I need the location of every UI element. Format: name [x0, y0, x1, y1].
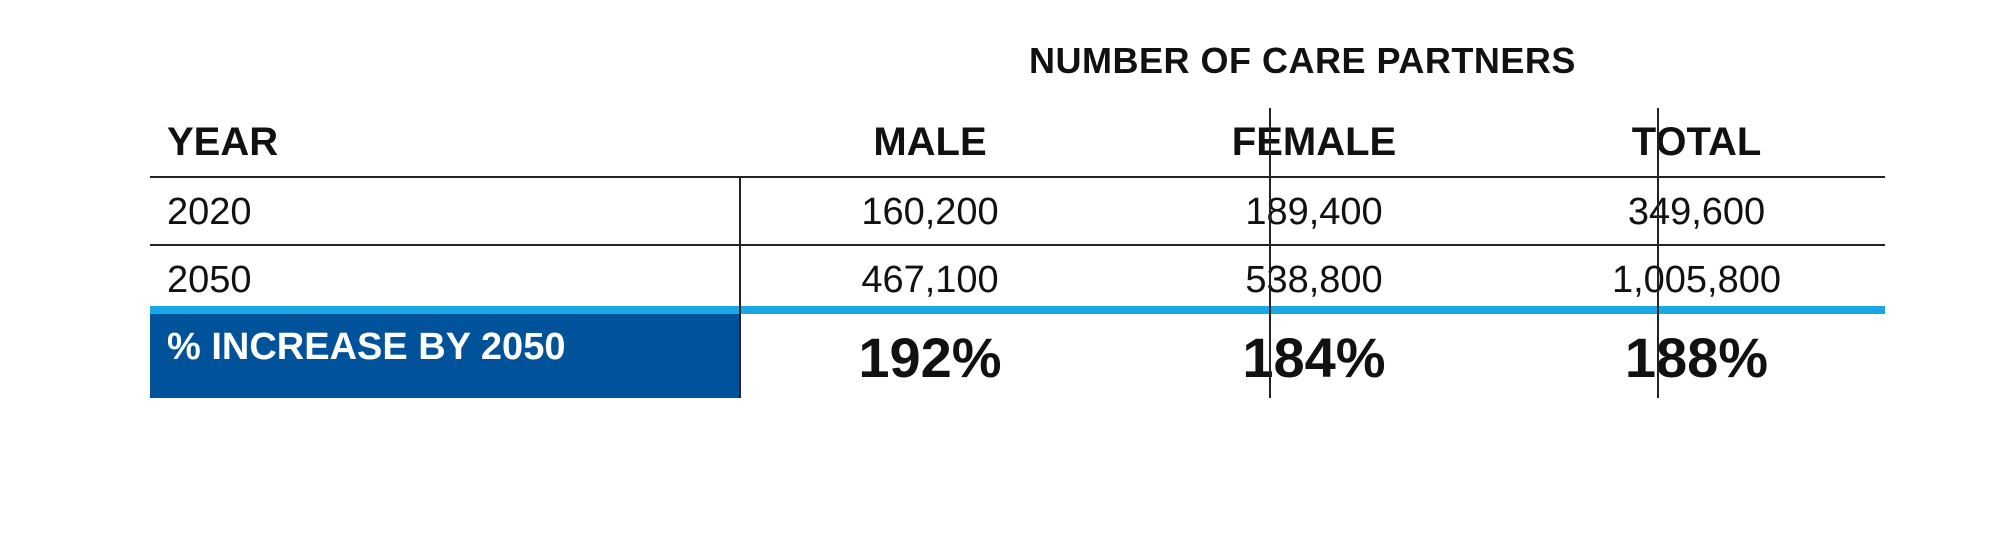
- accent-divider: [150, 306, 1885, 314]
- column-header-female: FEMALE: [1231, 120, 1397, 164]
- column-header-total: TOTAL: [1631, 120, 1762, 164]
- column-header-male: MALE: [873, 120, 987, 164]
- total-cell: 349,600: [1627, 191, 1766, 233]
- table-row: 2020 160,200 189,400 349,600: [150, 178, 1885, 246]
- column-header-year: YEAR: [167, 120, 279, 164]
- year-cell: 2050: [167, 259, 252, 301]
- table-super-header: NUMBER OF CARE PARTNERS: [1029, 40, 1576, 81]
- total-cell: 1,005,800: [1611, 259, 1782, 301]
- increase-row: % INCREASE BY 2050 192% 184% 188%: [150, 314, 1885, 398]
- male-cell: 467,100: [861, 259, 999, 301]
- increase-label: % INCREASE BY 2050: [150, 314, 740, 398]
- female-cell: 538,800: [1245, 259, 1383, 301]
- table-row: 2050 467,100 538,800 1,005,800: [150, 246, 1885, 312]
- table-header-row: YEAR MALE FEMALE TOTAL: [150, 108, 1885, 178]
- column-divider: [739, 176, 741, 398]
- column-divider: [1269, 108, 1271, 398]
- column-divider: [1657, 108, 1659, 398]
- male-increase-cell: 192%: [858, 326, 1002, 389]
- year-cell: 2020: [167, 191, 252, 233]
- female-cell: 189,400: [1245, 191, 1383, 233]
- total-increase-cell: 188%: [1624, 326, 1769, 389]
- male-cell: 160,200: [861, 191, 999, 233]
- female-increase-cell: 184%: [1242, 326, 1386, 389]
